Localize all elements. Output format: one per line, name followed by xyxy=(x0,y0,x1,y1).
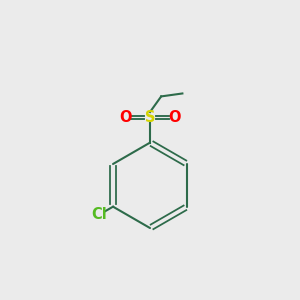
Text: O: O xyxy=(168,110,180,125)
Text: Cl: Cl xyxy=(91,207,107,222)
Text: S: S xyxy=(145,110,155,125)
Text: O: O xyxy=(120,110,132,125)
